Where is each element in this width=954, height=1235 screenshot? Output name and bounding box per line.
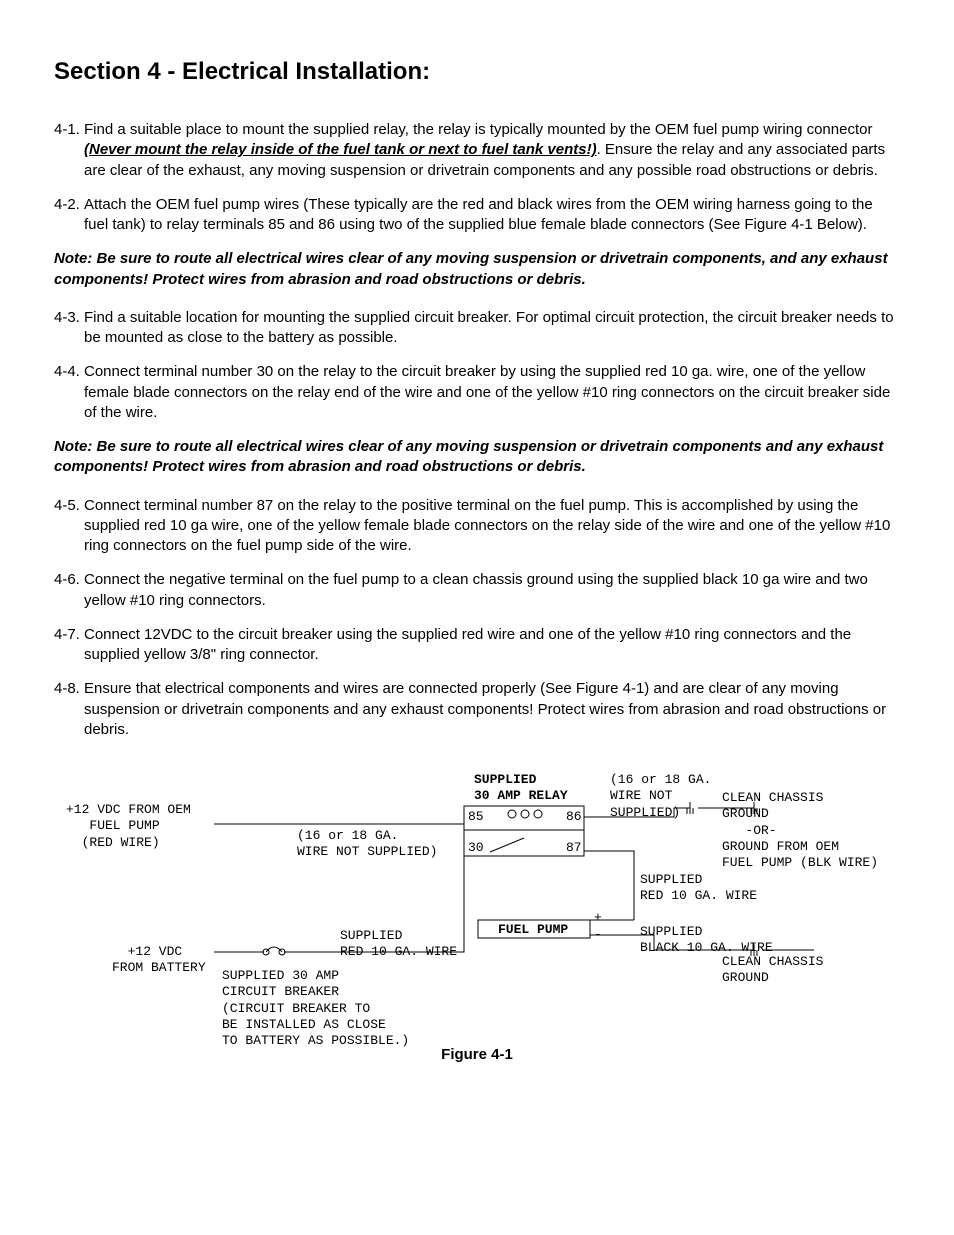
- step-4-5: 4-5. Connect terminal number 87 on the r…: [54, 496, 900, 557]
- step-text: Connect terminal number 30 on the relay …: [84, 362, 900, 423]
- step-text: Find a suitable place to mount the suppl…: [84, 120, 900, 181]
- step-number: 4-3.: [54, 308, 84, 349]
- relay-t87: 87: [566, 840, 582, 856]
- step-number: 4-4.: [54, 362, 84, 423]
- step-text: Connect 12VDC to the circuit breaker usi…: [84, 625, 900, 666]
- step-4-4: 4-4. Connect terminal number 30 on the r…: [54, 362, 900, 423]
- circuit-breaker-label: SUPPLIED 30 AMP CIRCUIT BREAKER (CIRCUIT…: [222, 968, 409, 1049]
- step-4-1: 4-1. Find a suitable place to mount the …: [54, 120, 900, 181]
- pump-minus: -: [594, 927, 602, 943]
- step-text-a: Find a suitable place to mount the suppl…: [84, 121, 872, 138]
- step-4-2: 4-2. Attach the OEM fuel pump wires (The…: [54, 195, 900, 236]
- gauge-note-top: (16 or 18 GA. WIRE NOT SUPPLIED): [297, 828, 437, 861]
- fuel-pump-label: FUEL PUMP: [498, 922, 568, 938]
- note-2: Note: Be sure to route all electrical wi…: [54, 437, 900, 478]
- relay-t30: 30: [468, 840, 484, 856]
- step-4-8: 4-8. Ensure that electrical components a…: [54, 679, 900, 740]
- step-number: 4-6.: [54, 570, 84, 611]
- step-text: Attach the OEM fuel pump wires (These ty…: [84, 195, 900, 236]
- source-battery-label: +12 VDC FROM BATTERY: [112, 944, 206, 977]
- step-text: Find a suitable location for mounting th…: [84, 308, 900, 349]
- step-number: 4-2.: [54, 195, 84, 236]
- relay-t85: 85: [468, 809, 484, 825]
- source-oem-label: +12 VDC FROM OEM FUEL PUMP (RED WIRE): [66, 802, 191, 851]
- clean-chassis-bot: CLEAN CHASSIS GROUND: [722, 954, 823, 987]
- gauge-note-right: (16 or 18 GA. WIRE NOT SUPPLIED): [610, 772, 711, 821]
- step-4-6: 4-6. Connect the negative terminal on th…: [54, 570, 900, 611]
- relay-label: SUPPLIED 30 AMP RELAY: [474, 772, 568, 805]
- wiring-diagram: SUPPLIED 30 AMP RELAY +12 VDC FROM OEM F…: [54, 772, 900, 1040]
- step-text: Ensure that electrical components and wi…: [84, 679, 900, 740]
- relay-t86: 86: [566, 809, 582, 825]
- page: Section 4 - Electrical Installation: 4-1…: [0, 0, 954, 1235]
- step-number: 4-7.: [54, 625, 84, 666]
- supplied-red-left: SUPPLIED RED 10 GA. WIRE: [340, 928, 457, 961]
- step-4-3: 4-3. Find a suitable location for mounti…: [54, 308, 900, 349]
- step-number: 4-1.: [54, 120, 84, 181]
- step-number: 4-5.: [54, 496, 84, 557]
- note-1: Note: Be sure to route all electrical wi…: [54, 249, 900, 290]
- supplied-red-right: SUPPLIED RED 10 GA. WIRE: [640, 872, 757, 905]
- step-4-7: 4-7. Connect 12VDC to the circuit breake…: [54, 625, 900, 666]
- step-warning: (Never mount the relay inside of the fue…: [84, 141, 597, 158]
- step-text: Connect terminal number 87 on the relay …: [84, 496, 900, 557]
- section-title: Section 4 - Electrical Installation:: [54, 58, 900, 86]
- step-number: 4-8.: [54, 679, 84, 740]
- pump-plus: +: [594, 910, 602, 926]
- supplied-black: SUPPLIED BLACK 10 GA. WIRE: [640, 924, 773, 957]
- figure-caption: Figure 4-1: [54, 1046, 900, 1063]
- clean-chassis-top: CLEAN CHASSIS GROUND -OR- GROUND FROM OE…: [722, 790, 878, 871]
- step-text: Connect the negative terminal on the fue…: [84, 570, 900, 611]
